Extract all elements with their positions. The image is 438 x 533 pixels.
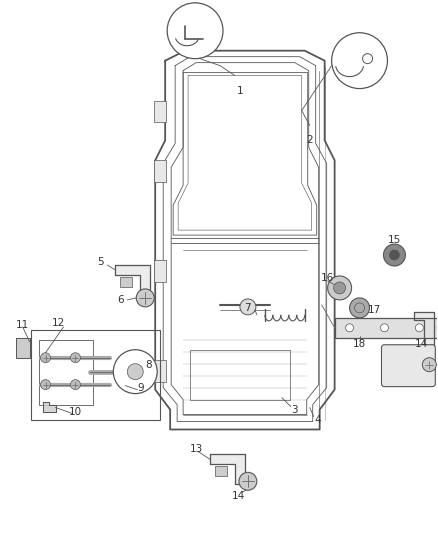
Circle shape <box>167 3 223 59</box>
Circle shape <box>41 379 50 390</box>
Bar <box>335 318 438 338</box>
Circle shape <box>41 353 50 362</box>
Polygon shape <box>210 455 245 484</box>
Text: 6: 6 <box>117 295 124 305</box>
Circle shape <box>240 299 256 315</box>
Circle shape <box>71 379 81 390</box>
Polygon shape <box>115 265 150 290</box>
Bar <box>154 101 166 123</box>
Circle shape <box>127 364 143 379</box>
FancyBboxPatch shape <box>381 345 435 386</box>
Bar <box>154 260 166 282</box>
Text: 17: 17 <box>368 305 381 315</box>
Text: 2: 2 <box>307 135 313 146</box>
Text: 16: 16 <box>321 273 334 283</box>
Bar <box>154 160 166 182</box>
Circle shape <box>136 289 154 307</box>
Text: 8: 8 <box>145 360 152 370</box>
Text: 14: 14 <box>415 339 428 349</box>
Text: 18: 18 <box>353 339 366 349</box>
Bar <box>120 277 132 287</box>
Bar <box>39 340 93 405</box>
Bar <box>16 338 30 358</box>
Circle shape <box>328 276 352 300</box>
Text: 4: 4 <box>314 415 321 424</box>
Text: 7: 7 <box>244 303 251 313</box>
Circle shape <box>71 353 81 362</box>
Bar <box>31 330 160 419</box>
Text: 13: 13 <box>190 445 203 455</box>
Circle shape <box>437 321 438 335</box>
Circle shape <box>113 350 157 393</box>
Text: 5: 5 <box>97 257 104 267</box>
Text: 14: 14 <box>231 491 244 501</box>
Circle shape <box>422 358 436 372</box>
Text: 3: 3 <box>291 405 298 415</box>
Circle shape <box>381 324 389 332</box>
Bar <box>215 466 227 477</box>
Polygon shape <box>42 401 56 411</box>
Circle shape <box>332 33 388 88</box>
Text: 9: 9 <box>137 383 144 393</box>
Text: 15: 15 <box>388 235 401 245</box>
Text: 1: 1 <box>237 86 243 95</box>
Text: 10: 10 <box>69 407 82 416</box>
Circle shape <box>239 472 257 490</box>
Text: 12: 12 <box>52 318 65 328</box>
Circle shape <box>350 298 370 318</box>
Bar <box>190 350 290 400</box>
Circle shape <box>334 282 346 294</box>
Bar <box>154 360 166 382</box>
Polygon shape <box>414 312 434 345</box>
Text: 11: 11 <box>16 320 29 330</box>
Circle shape <box>415 324 424 332</box>
Circle shape <box>346 324 353 332</box>
Circle shape <box>389 250 399 260</box>
Circle shape <box>384 244 406 266</box>
